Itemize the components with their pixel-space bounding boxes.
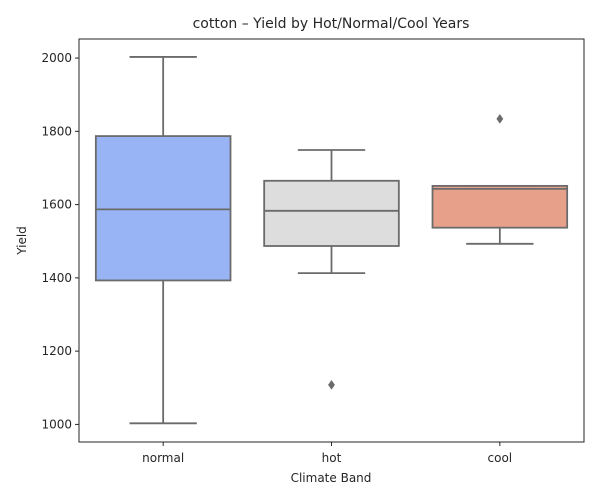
plot-area [94, 56, 569, 425]
box-cool [431, 185, 569, 229]
outlier-point [328, 379, 335, 390]
y-axis-label: Yield [15, 226, 29, 256]
y-tick-label: 1200 [41, 344, 72, 358]
y-tick-label: 1000 [41, 417, 72, 431]
x-tick-label: hot [322, 451, 342, 465]
y-tick-label: 1400 [41, 271, 72, 285]
y-axis: 1000 1200 1400 1600 1800 2000 [41, 51, 79, 431]
box-group-normal [94, 56, 232, 425]
box-hot [263, 179, 400, 247]
box-group-cool [431, 113, 569, 245]
x-axis-label: Climate Band [291, 471, 372, 485]
box-normal [94, 135, 232, 282]
outlier-point [496, 113, 504, 124]
y-tick-label: 2000 [41, 51, 72, 65]
box-group-hot [263, 149, 400, 390]
chart-title: cotton – Yield by Hot/Normal/Cool Years [193, 16, 470, 32]
x-axis: normal hot cool [142, 442, 512, 465]
y-tick-label: 1600 [41, 198, 72, 212]
x-tick-label: cool [488, 451, 513, 465]
y-tick-label: 1800 [41, 124, 72, 138]
x-tick-label: normal [142, 451, 184, 465]
